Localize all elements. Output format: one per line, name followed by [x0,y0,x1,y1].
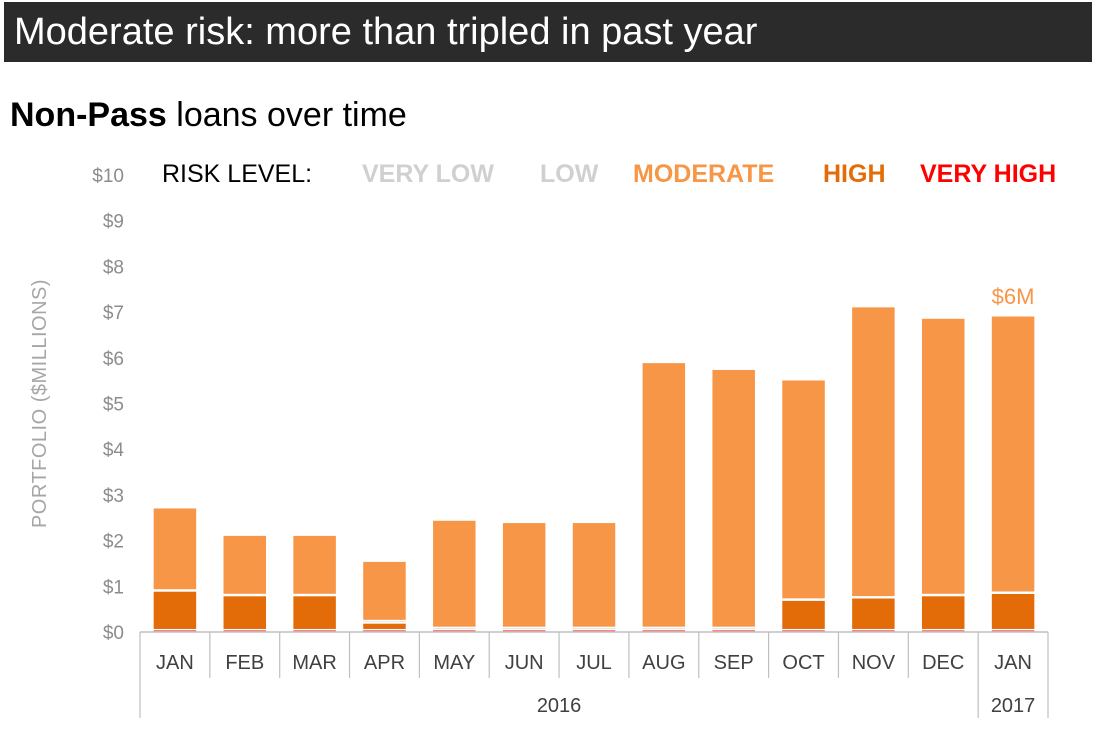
x-tick-label: JAN [156,652,194,674]
bar-segment-high [152,590,198,631]
y-tick-label: $3 [103,486,124,507]
y-tick-label: $5 [103,395,124,416]
x-tick-label: FEB [225,652,264,674]
x-tick-label: MAR [292,652,336,674]
bar-segment-moderate [850,305,897,598]
legend-label: RISK LEVEL: [162,160,312,188]
subtitle-rest: loans over time [166,96,407,134]
legend-item-low: LOW [540,160,599,188]
legend-item-moderate: MODERATE [633,160,774,188]
y-axis-label: PORTFOLIO ($MILLIONS) [29,279,51,528]
bar-segment-moderate [222,534,268,596]
chart-banner-title: Moderate risk: more than tripled in past… [4,2,1092,62]
bar-segment-moderate [291,534,338,596]
x-tick-label: JUL [576,652,612,674]
bar-segment-moderate [710,368,757,629]
x-tick-label: DEC [922,652,964,674]
x-tick-label: APR [364,652,405,674]
bar-segment-moderate [920,317,966,596]
bar-segment-high [361,622,408,631]
bar-segment-high [291,594,338,631]
y-tick-label: $1 [103,577,124,598]
bar-annotation: $6M [992,284,1035,309]
y-tick-label: $4 [103,440,125,461]
x-tick-label: AUG [642,652,685,674]
bar-segment-moderate [641,361,687,629]
y-tick-label: $6 [103,349,124,370]
y-tick-label: $8 [103,257,124,278]
bar-segment-moderate [152,506,198,591]
chart-subtitle: Non-Pass loans over time [10,96,407,135]
bar-segment-moderate [361,560,408,622]
year-group-label: 2016 [537,695,582,717]
y-tick-label: $7 [103,303,124,324]
x-tick-label: JUN [505,652,544,674]
x-tick-label: OCT [782,652,824,674]
x-tick-label: SEP [714,652,754,674]
y-tick-label: $10 [92,166,124,187]
year-group-label: 2017 [991,695,1036,717]
x-tick-label: JAN [994,652,1032,674]
legend-item-high: HIGH [823,160,886,188]
y-tick-label: $0 [103,623,124,644]
bar-segment-moderate [431,519,478,629]
bar-segment-high [920,594,966,631]
subtitle-bold: Non-Pass [10,96,167,134]
x-tick-label: MAY [433,652,475,674]
bar-segment-moderate [501,521,547,629]
bar-segment-moderate [990,315,1036,593]
x-tick-label: NOV [852,652,896,674]
y-tick-label: $9 [103,212,124,233]
bar-segment-high [780,599,827,631]
bar-segment-moderate [571,521,617,629]
legend-item-very-high: VERY HIGH [920,160,1056,188]
bar-segment-high [990,592,1036,631]
y-tick-label: $2 [103,532,124,553]
legend-item-very-low: VERY LOW [362,160,494,188]
bar-segment-high [222,594,268,631]
bar-segment-moderate [780,378,827,600]
bar-segment-high [850,596,897,631]
